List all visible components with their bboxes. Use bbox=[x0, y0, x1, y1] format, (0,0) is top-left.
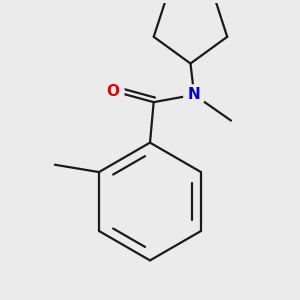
Text: O: O bbox=[107, 84, 120, 99]
Text: N: N bbox=[188, 87, 200, 102]
